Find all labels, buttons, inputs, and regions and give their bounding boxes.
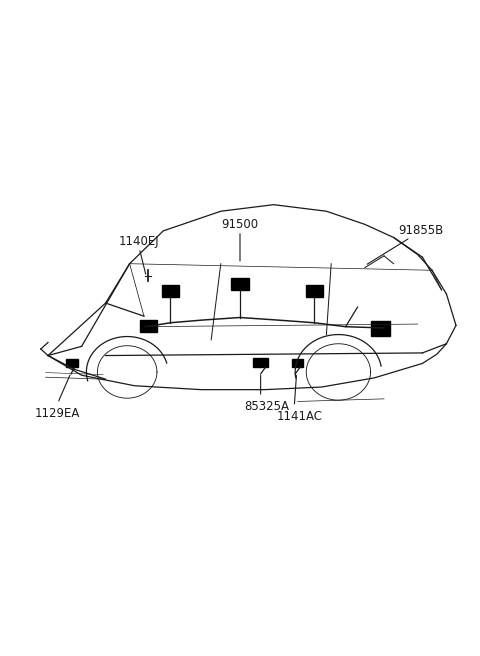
Bar <box>66 359 78 367</box>
Bar <box>306 285 323 297</box>
Bar <box>253 358 268 367</box>
Text: 1129EA: 1129EA <box>35 407 80 420</box>
Text: 91500: 91500 <box>221 218 259 231</box>
Bar <box>140 320 157 332</box>
Text: 1141AC: 1141AC <box>277 410 323 423</box>
Bar <box>292 359 303 367</box>
Bar <box>231 278 249 290</box>
Bar <box>162 285 179 297</box>
Bar <box>371 321 390 336</box>
Text: 85325A: 85325A <box>244 400 289 413</box>
Text: 1140EJ: 1140EJ <box>119 235 159 248</box>
Text: 91855B: 91855B <box>398 224 444 237</box>
